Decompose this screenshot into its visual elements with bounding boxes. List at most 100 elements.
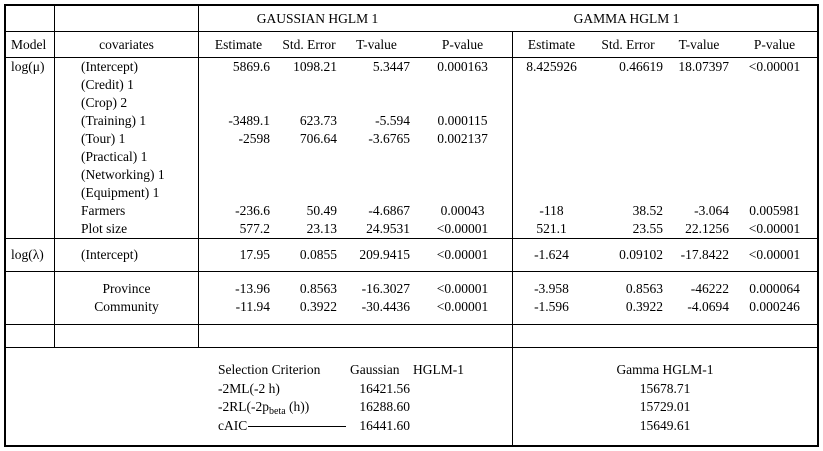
covariate-label: (Intercept) xyxy=(81,247,138,262)
empty-value xyxy=(732,148,817,166)
gamma-t-value: -17.8422 xyxy=(680,247,729,262)
gamma-std-error-value: 0.8563 xyxy=(625,281,663,296)
gaussian-std-error-value: 0.0855 xyxy=(299,247,337,262)
gamma-t-value-cell: -17.8422 xyxy=(666,239,732,271)
spacer-cell xyxy=(6,325,54,347)
gamma-p-value: 0.000064 xyxy=(749,281,800,296)
gaussian-std-error-value: 23.13 xyxy=(306,221,337,236)
gamma-p-value-cell: 0.000064 0.000246 xyxy=(732,272,817,324)
gamma-std-error-value: 38.52 xyxy=(632,203,663,218)
log-mu-gaussian-p-value-col: 0.000163 0.000115 0.002137 0.00043 <0.00… xyxy=(413,58,512,238)
empty-value xyxy=(590,130,666,148)
log-mu-gaussian-t-value-col: 5.3447 -5.594 -3.6765 -4.6867 24.9531 xyxy=(340,58,413,238)
empty-value xyxy=(732,94,817,112)
empty-value xyxy=(513,130,590,148)
empty-value xyxy=(513,76,590,94)
empty-value xyxy=(732,76,817,94)
covariate-label: (Practical) 1 xyxy=(81,149,148,164)
gamma-estimate-value: -118 xyxy=(539,203,564,218)
gaussian-t-value-cell: -16.3027 -30.4436 xyxy=(340,272,413,324)
gaussian-t-value: 209.9415 xyxy=(359,247,410,262)
gaussian-p-value-cell: <0.00001 <0.00001 xyxy=(413,272,512,324)
gaussian-p-value: 0.000115 xyxy=(437,113,488,128)
empty-value xyxy=(513,148,590,166)
gaussian-std-error-value: 50.49 xyxy=(306,203,337,218)
gamma-std-error-value: 0.09102 xyxy=(619,247,663,262)
gaussian-estimate-cell: -13.96 -11.94 xyxy=(198,272,278,324)
spacer-row xyxy=(6,325,817,348)
gaussian-estimate-value: 577.2 xyxy=(239,221,270,236)
criteria-header-line: Selection Criterion Gaussian HGLM-1 xyxy=(6,361,512,380)
gaussian-t-value: 5.3447 xyxy=(372,59,410,74)
rl-gaussian-value: 16288.60 xyxy=(359,399,410,414)
log-lambda-model-cell: log(λ) xyxy=(6,239,54,271)
empty-value xyxy=(199,148,278,166)
empty-value xyxy=(666,166,732,184)
empty-value xyxy=(199,94,278,112)
gaussian-estimate-value: -236.6 xyxy=(235,203,270,218)
ml-line: -2ML(-2 h) 16421.56 xyxy=(6,380,512,399)
caic-dash-rule xyxy=(248,425,346,427)
rl-line: -2RL(-2pbeta (h)) 16288.60 xyxy=(6,398,512,417)
empty-value xyxy=(199,76,278,94)
empty-value xyxy=(590,94,666,112)
title-row: GAUSSIAN HGLM 1 GAMMA HGLM 1 xyxy=(6,6,817,32)
empty-value xyxy=(732,184,817,202)
covariate-label: Farmers xyxy=(81,203,126,218)
covariate-label: (Intercept) xyxy=(81,59,138,74)
selection-criteria-gaussian-panel: Selection Criterion Gaussian HGLM-1 -2ML… xyxy=(6,348,512,445)
random-effects-covariates-cell: Province Community xyxy=(54,272,198,324)
gamma-std-error-value: 23.55 xyxy=(632,221,663,236)
gaussian-estimate-value: -2598 xyxy=(238,131,271,146)
gamma-estimate-value: 8.425926 xyxy=(526,59,577,74)
empty-value xyxy=(666,112,732,130)
log-mu-covariates-cell: (Intercept) (Credit) 1 (Crop) 2 (Trainin… xyxy=(54,58,198,238)
gaussian-t-value: -30.4436 xyxy=(361,299,410,314)
log-mu-gamma-t-value-col: 18.07397 -3.064 22.1256 xyxy=(666,58,732,238)
gaussian-std-error-value: 1098.21 xyxy=(293,59,337,74)
spacer-cell xyxy=(54,325,198,347)
covariate-label: (Crop) 2 xyxy=(81,95,128,110)
gaussian-t-value: -3.6765 xyxy=(368,131,410,146)
log-mu-gaussian-estimate-col: 5869.6 -3489.1 -2598 -236.6 577.2 xyxy=(198,58,278,238)
gamma-t-value-header: T-value xyxy=(678,36,720,52)
log-lambda-covariate-cell: (Intercept) xyxy=(54,239,198,271)
gaussian-title: GAUSSIAN HGLM 1 xyxy=(198,6,436,31)
gaussian-std-error-value: 0.8563 xyxy=(299,281,337,296)
gaussian-std-error-header: Std. Error xyxy=(282,36,336,52)
gamma-p-value-cell: <0.00001 xyxy=(732,239,817,271)
gamma-t-value: -46222 xyxy=(690,281,729,296)
gamma-estimate-header: Estimate xyxy=(512,32,590,57)
rl-label: -2RL(-2pbeta (h)) xyxy=(218,398,309,421)
gaussian-hglm1-header: Gaussian HGLM-1 xyxy=(350,362,464,377)
gaussian-p-value: <0.00001 xyxy=(436,221,489,236)
gamma-std-error-cell: 0.8563 0.3922 xyxy=(590,272,666,324)
gaussian-p-value-header: P-value xyxy=(441,36,484,52)
covariates-column-header: covariates xyxy=(54,32,198,57)
log-mu-section: log(μ) (Intercept) (Credit) 1 (Crop) 2 (… xyxy=(6,58,817,239)
gamma-t-value-cell: -46222 -4.0694 xyxy=(666,272,732,324)
empty-value xyxy=(413,166,512,184)
empty-value xyxy=(590,148,666,166)
covariate-label: Community xyxy=(94,299,159,314)
empty-value xyxy=(666,148,732,166)
selection-criteria-section: Selection Criterion Gaussian HGLM-1 -2ML… xyxy=(6,348,817,445)
gaussian-std-error-value: 623.73 xyxy=(299,113,337,128)
empty-value xyxy=(340,76,413,94)
caic-label: cAIC xyxy=(218,417,248,433)
caic-line: cAIC 16441.60 xyxy=(6,417,512,436)
empty-value xyxy=(413,94,512,112)
covariate-label: (Networking) 1 xyxy=(81,167,165,182)
spacer-cell xyxy=(512,325,817,347)
title-row-covariates-spacer xyxy=(54,6,198,31)
gaussian-p-value: 0.000163 xyxy=(437,59,488,74)
empty-value xyxy=(278,184,340,202)
gamma-estimate-value: -1.596 xyxy=(534,299,569,314)
gaussian-p-value: <0.00001 xyxy=(436,281,489,296)
gaussian-t-value: -4.6867 xyxy=(368,203,410,218)
gamma-estimate-value: -1.624 xyxy=(534,247,569,262)
empty-value xyxy=(340,184,413,202)
empty-value xyxy=(590,166,666,184)
empty-value xyxy=(199,166,278,184)
